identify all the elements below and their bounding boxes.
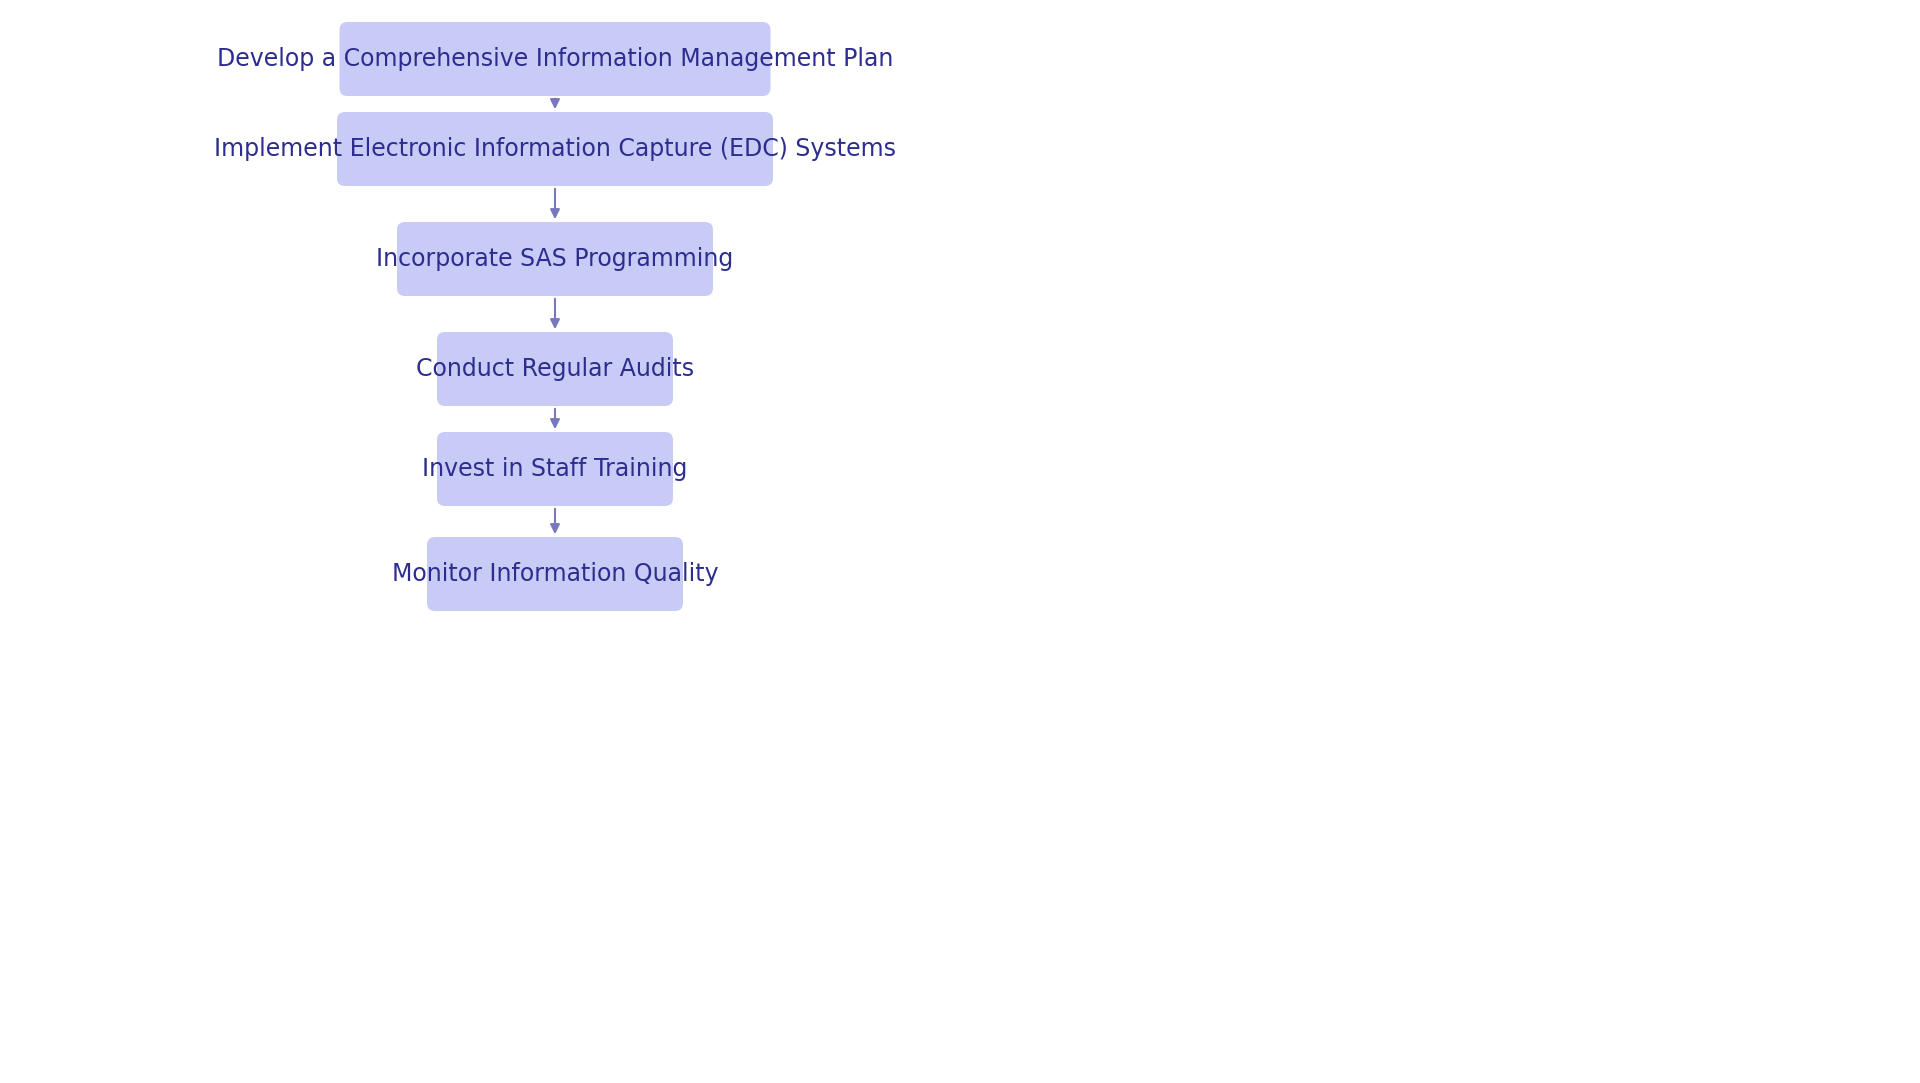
FancyBboxPatch shape [438,332,674,406]
FancyBboxPatch shape [338,112,774,186]
FancyBboxPatch shape [438,432,674,506]
FancyBboxPatch shape [340,22,770,96]
FancyBboxPatch shape [397,222,712,296]
Text: Develop a Comprehensive Information Management Plan: Develop a Comprehensive Information Mana… [217,47,893,71]
Text: Implement Electronic Information Capture (EDC) Systems: Implement Electronic Information Capture… [213,138,897,161]
Text: Incorporate SAS Programming: Incorporate SAS Programming [376,247,733,271]
FancyBboxPatch shape [426,537,684,611]
Text: Invest in Staff Training: Invest in Staff Training [422,457,687,481]
Text: Monitor Information Quality: Monitor Information Quality [392,562,718,586]
Text: Conduct Regular Audits: Conduct Regular Audits [417,357,693,381]
